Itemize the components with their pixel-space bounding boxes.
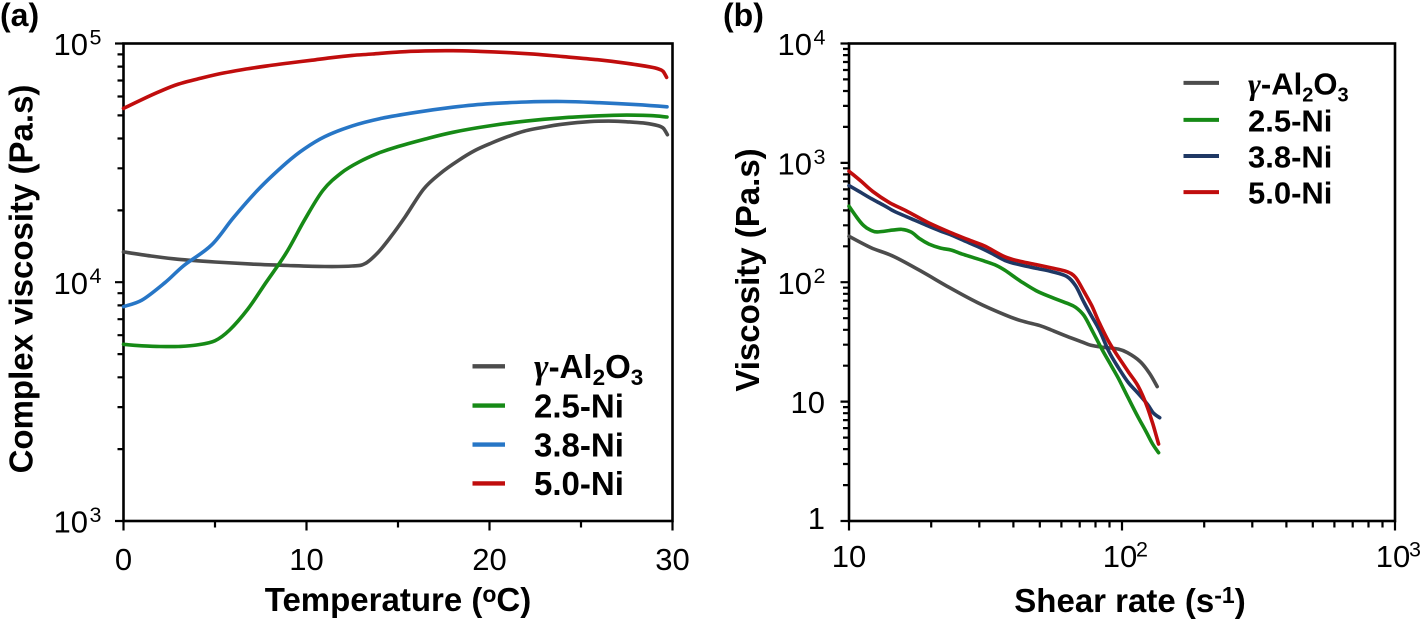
svg-text:Viscosity (Pa.s): Viscosity (Pa.s) <box>729 148 766 391</box>
svg-text:4: 4 <box>814 26 826 50</box>
svg-text:5: 5 <box>90 26 102 50</box>
svg-text:0: 0 <box>115 542 132 577</box>
svg-text:10: 10 <box>1376 539 1410 574</box>
svg-text:1: 1 <box>808 501 825 536</box>
svg-text:10: 10 <box>791 385 825 420</box>
svg-text:(b): (b) <box>723 0 764 33</box>
svg-text:(a): (a) <box>0 0 39 33</box>
svg-text:3: 3 <box>814 145 826 169</box>
svg-text:10: 10 <box>778 146 812 181</box>
svg-text:Shear rate (s-1): Shear rate (s-1) <box>1014 582 1245 619</box>
svg-text:10: 10 <box>778 266 812 301</box>
svg-text:10: 10 <box>54 505 88 540</box>
svg-text:10: 10 <box>1103 539 1137 574</box>
svg-text:4: 4 <box>90 264 102 288</box>
svg-text:10: 10 <box>832 539 866 574</box>
svg-text:30: 30 <box>655 542 689 577</box>
svg-text:10: 10 <box>54 266 88 301</box>
svg-text:2.5-Ni: 2.5-Ni <box>1248 103 1332 138</box>
svg-text:5.0-Ni: 5.0-Ni <box>1248 176 1332 211</box>
svg-text:2: 2 <box>814 264 826 288</box>
svg-text:3.8-Ni: 3.8-Ni <box>534 426 624 463</box>
svg-text:3: 3 <box>90 503 102 527</box>
svg-text:20: 20 <box>472 542 506 577</box>
svg-text:3: 3 <box>1409 538 1421 562</box>
svg-text:10: 10 <box>778 27 812 62</box>
svg-text:2: 2 <box>1136 538 1148 562</box>
svg-text:2.5-Ni: 2.5-Ni <box>534 387 624 424</box>
svg-text:10: 10 <box>54 27 88 62</box>
svg-text:10: 10 <box>289 542 323 577</box>
svg-text:3.8-Ni: 3.8-Ni <box>1248 140 1332 175</box>
svg-text:Complex viscosity (Pa.s): Complex viscosity (Pa.s) <box>3 85 40 474</box>
svg-text:5.0-Ni: 5.0-Ni <box>534 465 624 502</box>
svg-text:γ-Al2O3: γ-Al2O3 <box>1248 66 1349 106</box>
svg-text:γ-Al2O3: γ-Al2O3 <box>534 347 643 390</box>
